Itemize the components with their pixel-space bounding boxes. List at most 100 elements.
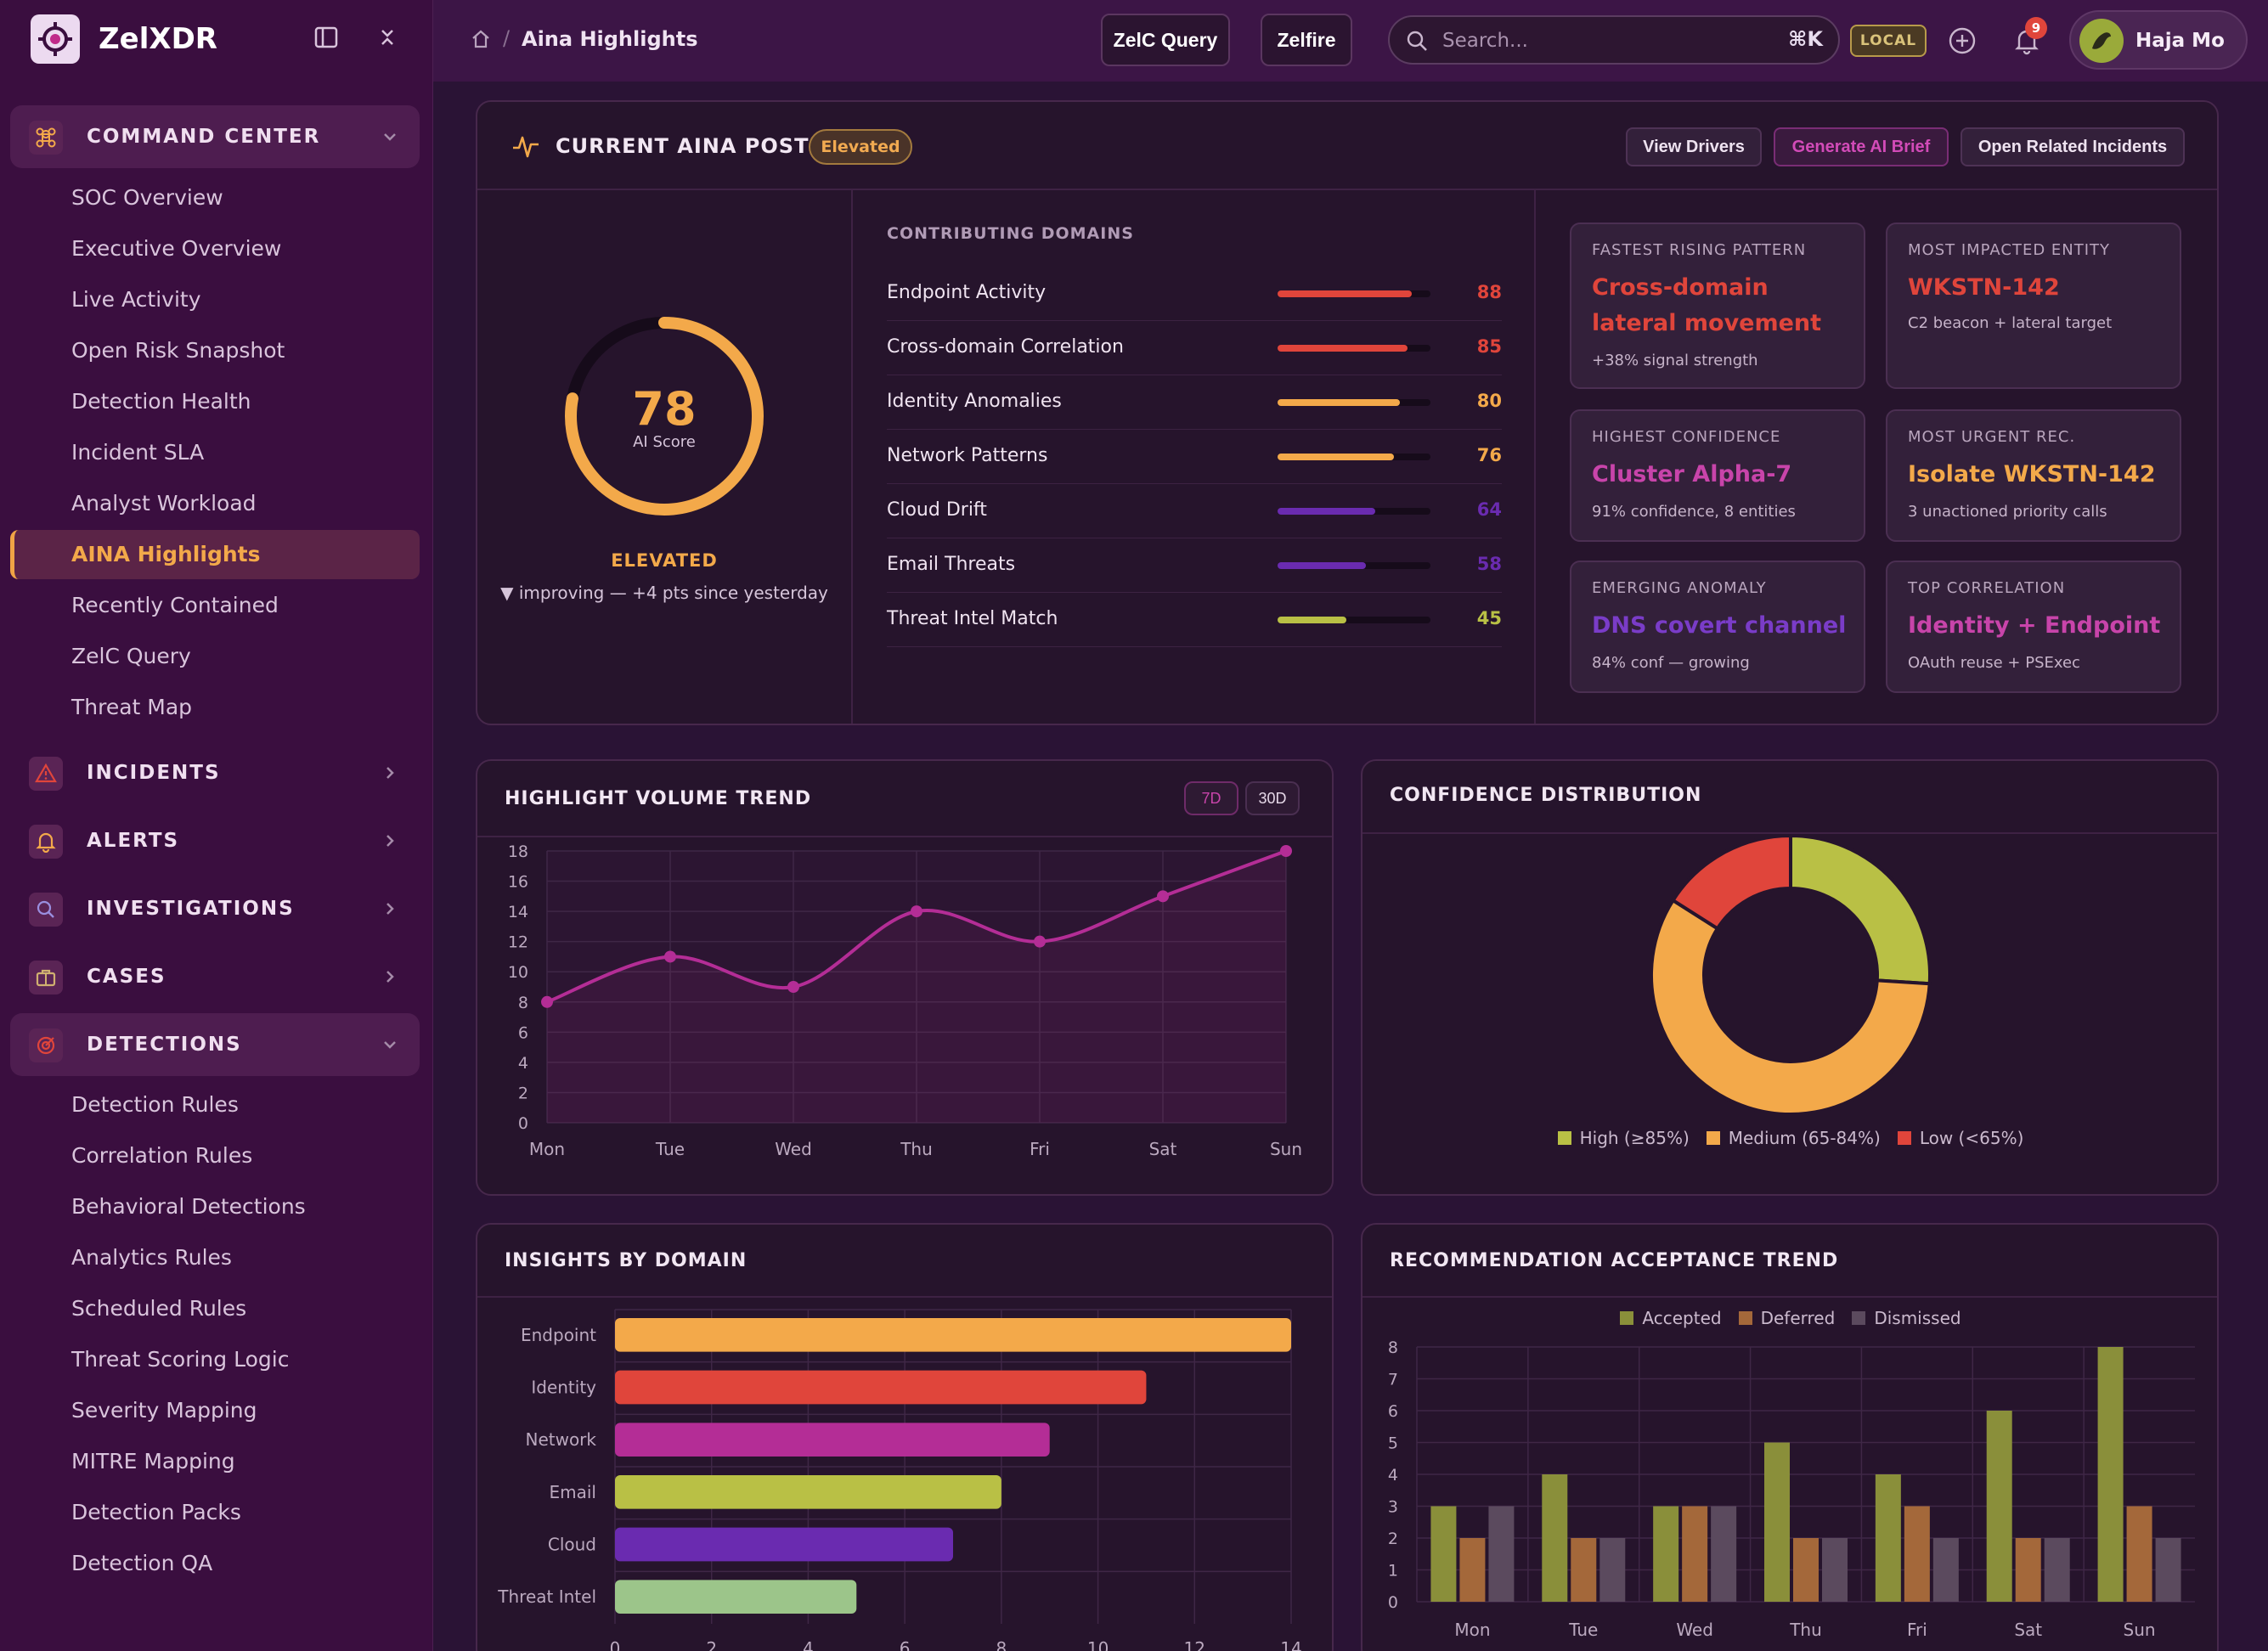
nav-group-incidents[interactable]: INCIDENTS: [10, 741, 420, 804]
domain-score-bar: [1278, 454, 1430, 460]
search-input[interactable]: [1442, 27, 1765, 54]
domain-score-value: 88: [1476, 282, 1502, 302]
panel-title: CURRENT AINA POSTURE: [556, 134, 858, 158]
sidebar-item-detection-health[interactable]: Detection Health: [71, 389, 251, 414]
sidebar-item-zelc-query[interactable]: ZelC Query: [71, 644, 191, 668]
domain-score-fill: [1278, 508, 1376, 515]
insight-card[interactable]: EMERGING ANOMALY DNS covert channel 84% co…: [1570, 561, 1865, 693]
sidebar-item-aina-highlights[interactable]: AINA Highlights: [71, 542, 261, 566]
sidebar-item-threat-scoring-logic[interactable]: Threat Scoring Logic: [71, 1347, 290, 1372]
x-tick-label: 10: [1087, 1638, 1109, 1651]
y-tick-label: 5: [1388, 1434, 1398, 1453]
bar: [2044, 1538, 2070, 1602]
sidebar-item-analyst-workload[interactable]: Analyst Workload: [71, 491, 257, 516]
sidebar-item-mitre-mapping[interactable]: MITRE Mapping: [71, 1449, 235, 1474]
domain-row[interactable]: Cross-domain Correlation 85: [887, 321, 1502, 375]
y-tick-label: Identity: [531, 1378, 596, 1398]
score-gauge: 78 AI Score: [562, 314, 766, 518]
sidebar-item-incident-sla[interactable]: Incident SLA: [71, 440, 205, 465]
divider: [1362, 1296, 2217, 1298]
panel-title: RECOMMENDATION ACCEPTANCE TREND: [1390, 1250, 1839, 1271]
insight-card[interactable]: FASTEST RISING PATTERN Cross-domain later…: [1570, 223, 1865, 389]
user-name: Haja Mo: [2135, 30, 2225, 52]
trend-panel: HIGHLIGHT VOLUME TREND 7D 30D 0 2 4 6 8 10 12 1…: [476, 759, 1334, 1196]
home-icon[interactable]: [469, 27, 493, 51]
user-menu[interactable]: Haja Mo: [2069, 10, 2248, 70]
y-tick-label: 14: [508, 903, 528, 921]
sidebar-item-detection-packs[interactable]: Detection Packs: [71, 1500, 241, 1524]
insight-card[interactable]: MOST IMPACTED ENTITY WKSTN-142 C2 beacon +…: [1886, 223, 2181, 389]
briefcase-icon: [29, 961, 63, 995]
chevron-right-icon: [381, 899, 399, 918]
add-icon[interactable]: [1945, 24, 1979, 58]
nav-group-cases[interactable]: CASES: [10, 945, 420, 1008]
brand[interactable]: ZelXDR: [31, 14, 217, 65]
legend-item[interactable]: Accepted: [1620, 1308, 1722, 1328]
magnifier-icon: [29, 893, 63, 927]
zelc-query-button[interactable]: ZelC Query: [1101, 14, 1230, 66]
confidence-panel: CONFIDENCE DISTRIBUTION High (≥85%) Mediu…: [1361, 759, 2219, 1196]
sidebar-item-open-risk-snapshot[interactable]: Open Risk Snapshot: [71, 338, 285, 363]
sidebar-item-executive-overview[interactable]: Executive Overview: [71, 236, 282, 261]
env-badge: LOCAL: [1850, 25, 1927, 57]
bar: [1599, 1538, 1626, 1602]
domain-row[interactable]: Network Patterns 76: [887, 430, 1502, 484]
legend-item[interactable]: Deferred: [1738, 1308, 1835, 1328]
chart-legend: Accepted Deferred Dismissed: [1362, 1308, 2219, 1328]
nav-group-alerts[interactable]: ALERTS: [10, 809, 420, 872]
domain-score-fill: [1278, 399, 1400, 406]
domain-row[interactable]: Threat Intel Match 45: [887, 593, 1502, 647]
pulse-icon: [513, 136, 539, 158]
search-box[interactable]: ⌘K: [1388, 15, 1840, 65]
chart-legend: High (≥85%) Medium (65-84%) Low (<65%): [1362, 1128, 2219, 1148]
sidebar-item-detection-qa[interactable]: Detection QA: [71, 1551, 213, 1575]
domain-row[interactable]: Email Threats 58: [887, 538, 1502, 593]
bar: [2097, 1347, 2124, 1602]
range-30d-button[interactable]: 30D: [1245, 781, 1300, 815]
sidebar-item-correlation-rules[interactable]: Correlation Rules: [71, 1143, 253, 1168]
domain-score-value: 45: [1476, 608, 1502, 628]
sidebar-toggle-icon[interactable]: [313, 24, 340, 51]
legend-item[interactable]: Low (<65%): [1897, 1128, 2023, 1148]
domain-row[interactable]: Identity Anomalies 80: [887, 375, 1502, 430]
sidebar-item-live-activity[interactable]: Live Activity: [71, 287, 201, 312]
insight-value: Cluster Alpha-7: [1592, 461, 1792, 487]
insight-card[interactable]: HIGHEST CONFIDENCE Cluster Alpha-7 91% con…: [1570, 409, 1865, 542]
divider: [1362, 832, 2217, 834]
legend-swatch: [1738, 1311, 1752, 1325]
bar: [1822, 1538, 1848, 1602]
open-related-incidents-button[interactable]: Open Related Incidents: [1961, 127, 2185, 166]
legend-item[interactable]: Dismissed: [1852, 1308, 1961, 1328]
insight-card[interactable]: MOST URGENT REC. Isolate WKSTN-142 3 unact…: [1886, 409, 2181, 542]
sidebar-item-behavioral-detections[interactable]: Behavioral Detections: [71, 1194, 306, 1219]
view-drivers-button[interactable]: View Drivers: [1626, 127, 1762, 166]
sidebar-item-scheduled-rules[interactable]: Scheduled Rules: [71, 1296, 247, 1321]
range-7d-button[interactable]: 7D: [1184, 781, 1238, 815]
legend-item[interactable]: Medium (65-84%): [1706, 1128, 1881, 1148]
confidence-donut-chart: [1650, 834, 1932, 1116]
y-tick-label: 16: [508, 873, 528, 892]
domain-row[interactable]: Cloud Drift 64: [887, 484, 1502, 538]
insight-label: EMERGING ANOMALY: [1592, 579, 1767, 597]
nav-group-investigations[interactable]: INVESTIGATIONS: [10, 877, 420, 940]
data-point: [1280, 845, 1292, 857]
insight-label: MOST URGENT REC.: [1908, 428, 2076, 446]
sidebar-item-recently-contained[interactable]: Recently Contained: [71, 593, 279, 617]
sidebar-item-soc-overview[interactable]: SOC Overview: [71, 185, 223, 210]
sidebar-item-severity-mapping[interactable]: Severity Mapping: [71, 1398, 257, 1423]
sidebar-item-threat-map[interactable]: Threat Map: [71, 695, 193, 719]
legend-item[interactable]: High (≥85%): [1557, 1128, 1690, 1148]
nav-group-command-center[interactable]: COMMAND CENTER: [10, 105, 420, 168]
domain-insights-panel: INSIGHTS BY DOMAIN 0 2 4 6 8 10 12 14 Endpoint Id…: [476, 1223, 1334, 1651]
sidebar-item-analytics-rules[interactable]: Analytics Rules: [71, 1245, 232, 1270]
zelfire-button[interactable]: Zelfire: [1261, 14, 1352, 66]
status-badge: Elevated: [809, 129, 912, 165]
collapse-icon[interactable]: [374, 24, 401, 51]
search-shortcut: ⌘K: [1788, 27, 1823, 51]
domain-row[interactable]: Endpoint Activity 88: [887, 267, 1502, 321]
sidebar-item-detection-rules[interactable]: Detection Rules: [71, 1092, 239, 1117]
donut-slice: [1650, 898, 1932, 1116]
generate-ai-brief-button[interactable]: Generate AI Brief: [1774, 127, 1949, 166]
insight-card[interactable]: TOP CORRELATION Identity + Endpoint OAuth …: [1886, 561, 2181, 693]
nav-group-detections[interactable]: DETECTIONS: [10, 1013, 420, 1076]
